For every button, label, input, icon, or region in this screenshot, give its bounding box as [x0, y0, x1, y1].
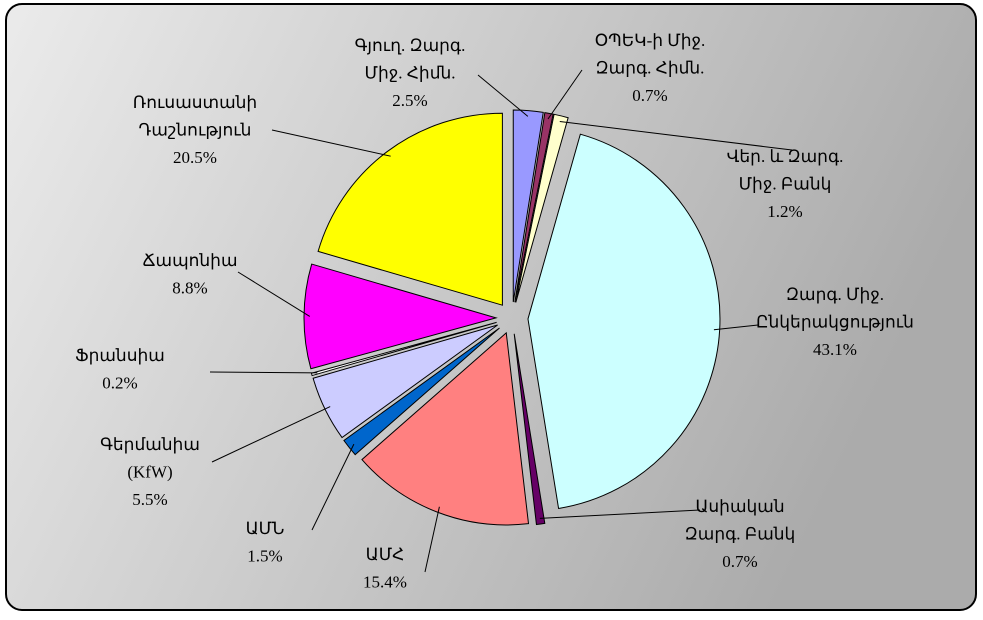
leader-line — [547, 69, 583, 120]
slice-label: Ընկերակցություն — [756, 312, 914, 331]
slice-value-label: 0.7% — [632, 86, 667, 105]
slice-label: ՕՊԵԿ-ի Միջ. — [595, 31, 706, 50]
slice-value-label: 1.2% — [767, 202, 802, 221]
leader-line — [209, 371, 318, 374]
pie-slice — [303, 263, 498, 370]
slice-value-label: 2.5% — [392, 91, 427, 110]
slice-label: ԱՄՆ — [246, 519, 285, 538]
pie-slice — [515, 113, 569, 303]
slice-label: Միջ. Բանկ — [739, 174, 832, 193]
slice-label: Ռուսաստանի — [133, 93, 257, 112]
slice-label: Միջ. Հիմն. — [365, 63, 456, 82]
leader-line — [539, 509, 701, 519]
slice-value-label: 8.8% — [172, 278, 207, 297]
pie-slice — [361, 331, 530, 526]
slice-label: Զարգ. Բանկ — [685, 524, 796, 543]
pie-slice — [512, 109, 544, 303]
pie-slice — [527, 133, 721, 510]
leader-line — [211, 406, 331, 463]
pie-slice — [317, 112, 503, 306]
pie-slice — [514, 112, 554, 303]
slice-label: Ֆրանսիա — [75, 346, 165, 365]
slice-value-label: 20.5% — [173, 148, 217, 167]
slice-label: Ճապոնիա — [142, 251, 237, 270]
leader-line — [424, 506, 440, 573]
leader-line — [477, 74, 529, 117]
slice-label: (KfW) — [127, 462, 172, 481]
slice-value-label: 43.1% — [813, 340, 857, 359]
pie-slice — [343, 327, 500, 456]
slice-value-label: 0.2% — [102, 373, 137, 392]
slice-value-label: 15.4% — [363, 572, 407, 591]
slice-label: Վեր. և Զարգ. — [727, 147, 844, 166]
pie-slice — [513, 333, 546, 526]
slice-label: Գյուղ. Զարգ. — [355, 36, 466, 55]
slice-value-label: 0.7% — [722, 552, 757, 571]
leader-line — [271, 129, 391, 157]
leader-line — [713, 324, 759, 331]
slice-label: Զարգ. Հիմն. — [596, 58, 705, 77]
leader-line — [237, 271, 311, 317]
slice-value-label: 1.5% — [247, 546, 282, 565]
leader-line — [559, 120, 793, 151]
slice-label: Զարգ. Միջ. — [786, 285, 884, 304]
slice-label: ԱՄՀ — [366, 545, 405, 564]
slice-label: Դաշնություն — [139, 120, 252, 139]
slice-label: Գերմանիա — [100, 435, 200, 454]
leader-line — [311, 443, 355, 531]
slice-label: Ասիական — [695, 497, 784, 516]
chart-frame — [5, 3, 977, 611]
slice-value-label: 5.5% — [132, 490, 167, 509]
